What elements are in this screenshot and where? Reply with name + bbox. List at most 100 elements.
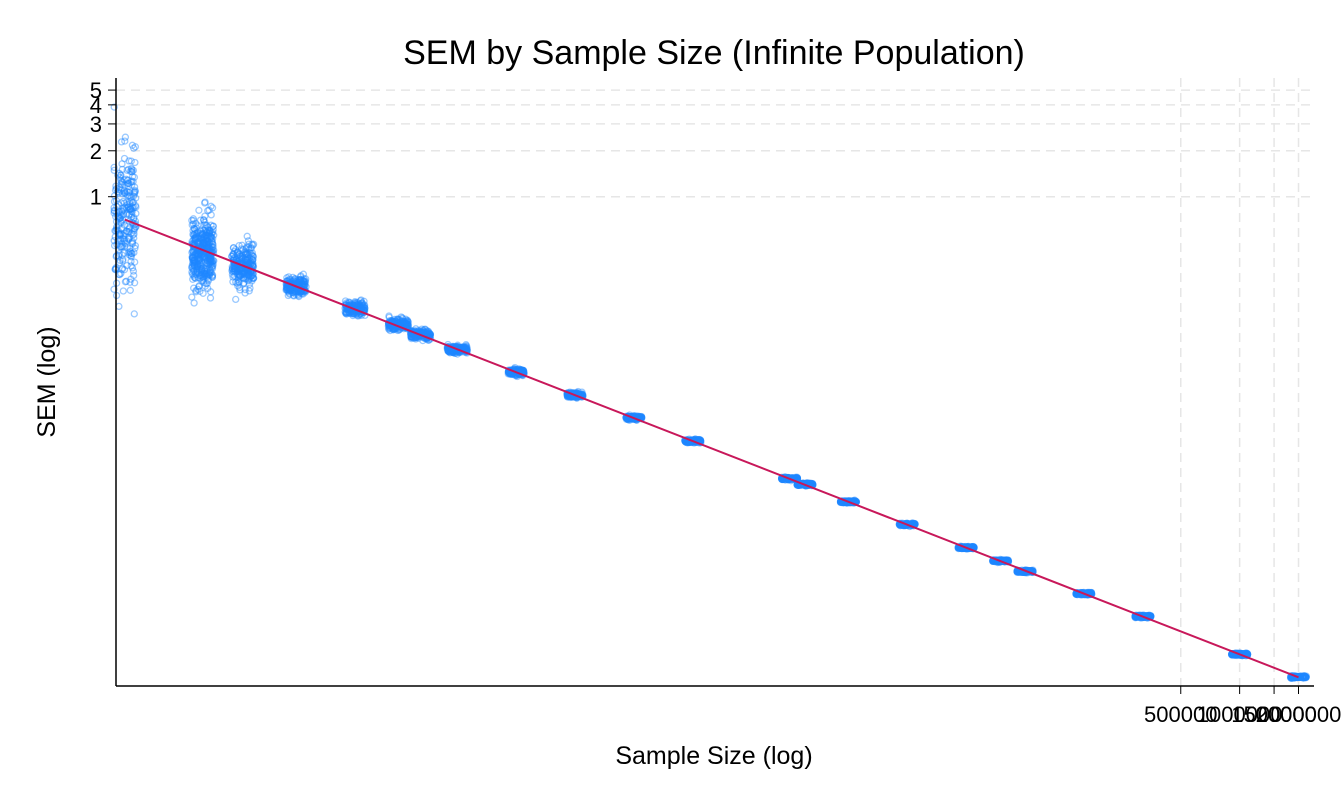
data-point bbox=[124, 179, 132, 187]
data-point bbox=[207, 211, 215, 219]
data-point bbox=[119, 210, 128, 219]
data-point bbox=[232, 264, 240, 272]
data-point bbox=[190, 284, 198, 292]
data-point bbox=[121, 239, 130, 247]
data-point bbox=[208, 237, 216, 245]
data-point bbox=[300, 278, 308, 286]
data-point bbox=[189, 230, 197, 239]
data-point bbox=[206, 227, 214, 235]
data-point bbox=[244, 269, 252, 277]
data-point bbox=[201, 238, 210, 246]
data-point bbox=[200, 269, 208, 277]
data-point bbox=[123, 190, 131, 199]
data-point bbox=[242, 274, 250, 283]
data-point bbox=[117, 138, 126, 146]
data-point bbox=[121, 189, 129, 198]
data-point bbox=[198, 230, 206, 238]
data-point bbox=[202, 240, 210, 248]
data-point bbox=[248, 256, 256, 264]
data-point bbox=[116, 173, 124, 182]
data-point bbox=[190, 267, 198, 275]
data-point bbox=[230, 266, 238, 275]
data-point bbox=[189, 220, 198, 228]
data-point bbox=[239, 274, 248, 282]
data-point bbox=[110, 285, 118, 293]
data-point bbox=[205, 231, 213, 239]
data-point bbox=[194, 257, 202, 265]
data-point bbox=[121, 137, 129, 145]
data-point bbox=[113, 203, 121, 211]
data-point bbox=[198, 268, 206, 276]
data-point bbox=[196, 255, 204, 264]
data-point bbox=[196, 274, 204, 283]
data-point bbox=[206, 261, 215, 269]
data-point bbox=[192, 288, 200, 296]
data-point bbox=[120, 154, 129, 163]
data-point bbox=[249, 260, 257, 268]
data-point bbox=[130, 203, 138, 212]
data-point bbox=[118, 211, 126, 219]
data-point bbox=[239, 270, 247, 278]
data-point bbox=[196, 226, 204, 234]
data-point bbox=[110, 207, 119, 215]
data-point bbox=[206, 232, 214, 240]
data-point bbox=[196, 262, 205, 271]
data-point bbox=[131, 158, 139, 167]
data-point bbox=[190, 257, 198, 265]
data-point bbox=[194, 285, 202, 293]
data-point bbox=[204, 270, 213, 279]
data-point bbox=[196, 251, 205, 260]
data-point bbox=[205, 257, 213, 265]
data-point bbox=[235, 278, 243, 286]
data-point bbox=[124, 176, 132, 184]
data-point bbox=[245, 272, 253, 280]
data-point bbox=[207, 234, 215, 242]
data-point bbox=[203, 259, 211, 268]
data-point bbox=[126, 205, 135, 214]
data-point bbox=[195, 206, 203, 214]
data-point bbox=[192, 249, 201, 257]
data-point bbox=[127, 253, 135, 261]
data-point bbox=[291, 276, 300, 284]
data-point bbox=[282, 286, 290, 294]
data-point bbox=[188, 255, 197, 264]
data-point bbox=[204, 260, 213, 269]
data-point bbox=[124, 176, 132, 184]
x-tick-label: 2000000 bbox=[1256, 702, 1342, 727]
data-point bbox=[126, 278, 134, 286]
data-point bbox=[193, 229, 201, 237]
data-point bbox=[247, 260, 255, 268]
data-point bbox=[191, 235, 199, 243]
data-point bbox=[235, 250, 243, 258]
data-point bbox=[238, 268, 246, 276]
data-point bbox=[228, 270, 237, 279]
data-point bbox=[127, 262, 135, 270]
data-point bbox=[231, 264, 239, 273]
data-point bbox=[124, 203, 132, 211]
data-point bbox=[131, 143, 140, 151]
data-point bbox=[244, 258, 252, 266]
data-point bbox=[192, 224, 201, 232]
data-point bbox=[128, 210, 136, 219]
data-point bbox=[239, 267, 247, 275]
data-point bbox=[122, 227, 131, 235]
data-point bbox=[297, 276, 305, 284]
data-point bbox=[123, 227, 131, 235]
data-point bbox=[199, 273, 207, 281]
data-point bbox=[192, 234, 200, 243]
data-point bbox=[242, 244, 250, 253]
data-point bbox=[195, 256, 203, 264]
data-point bbox=[118, 265, 126, 273]
data-point bbox=[205, 240, 213, 249]
data-point bbox=[129, 204, 137, 212]
data-point bbox=[120, 176, 128, 184]
data-point bbox=[198, 234, 206, 242]
data-point bbox=[124, 228, 132, 236]
data-point bbox=[296, 276, 305, 285]
data-point bbox=[203, 222, 211, 230]
data-point bbox=[245, 259, 253, 267]
data-point bbox=[243, 232, 251, 240]
data-point bbox=[119, 197, 128, 205]
data-point bbox=[116, 214, 125, 222]
data-point bbox=[207, 221, 215, 229]
